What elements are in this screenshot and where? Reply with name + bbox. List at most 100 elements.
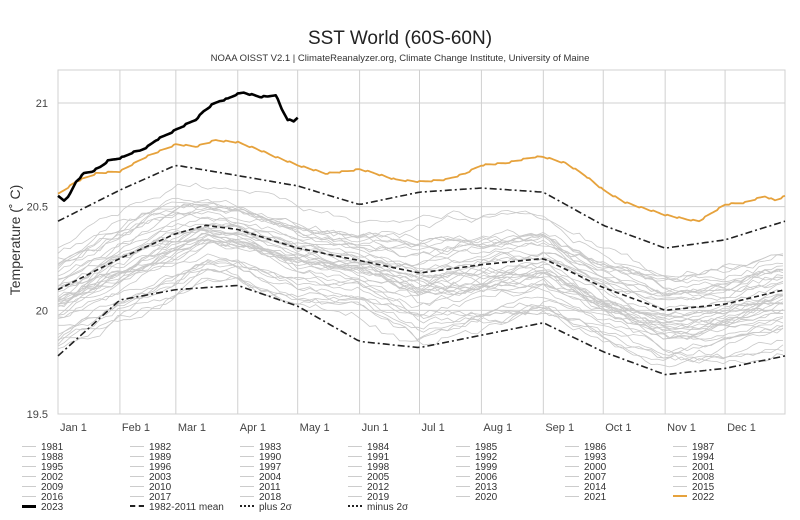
x-tick-label: Apr 1: [240, 422, 266, 434]
legend-swatch: [673, 475, 687, 477]
legend-item-2000[interactable]: 2000: [565, 463, 606, 473]
legend-item-1997[interactable]: 1997: [240, 463, 281, 473]
legend-label: 2014: [584, 482, 607, 493]
legend-label: 1992: [475, 452, 498, 463]
plus-2--line: [57, 164, 786, 249]
x-tick-label: Nov 1: [667, 422, 696, 434]
legend-item-2004[interactable]: 2004: [240, 473, 281, 483]
legend-label: 2022: [692, 492, 715, 503]
legend-item-plus-2-[interactable]: plus 2σ: [240, 503, 292, 513]
legend-item-1981[interactable]: 1981: [22, 443, 63, 453]
year-line-2007: [57, 223, 784, 330]
legend-item-2012[interactable]: 2012: [348, 483, 389, 493]
legend-item-2001[interactable]: 2001: [673, 463, 714, 473]
legend-label: 2016: [41, 492, 64, 503]
legend-item-1990[interactable]: 1990: [240, 453, 281, 463]
legend-item-2021[interactable]: 2021: [565, 493, 606, 503]
legend-item-2017[interactable]: 2017: [130, 493, 171, 503]
legend-swatch: [673, 445, 687, 447]
legend-label: 1994: [692, 452, 715, 463]
legend-label: 1997: [259, 462, 282, 473]
legend-item-2010[interactable]: 2010: [130, 483, 171, 493]
y-tick-label: 21: [36, 98, 48, 110]
legend-swatch: [240, 505, 254, 508]
legend-item-2007[interactable]: 2007: [565, 473, 606, 483]
legend-item-1988[interactable]: 1988: [22, 453, 63, 463]
legend-swatch: [565, 445, 579, 447]
legend-item-2022[interactable]: 2022: [673, 493, 714, 503]
legend-item-2018[interactable]: 2018: [240, 493, 281, 503]
legend-item-2019[interactable]: 2019: [348, 493, 389, 503]
legend-item-2006[interactable]: 2006: [456, 473, 497, 483]
legend-item-2014[interactable]: 2014: [565, 483, 606, 493]
legend-item-1998[interactable]: 1998: [348, 463, 389, 473]
legend-item-2020[interactable]: 2020: [456, 493, 497, 503]
legend-item-2015[interactable]: 2015: [673, 483, 714, 493]
legend-item-minus-2-[interactable]: minus 2σ: [348, 503, 408, 513]
legend-swatch: [456, 495, 470, 497]
year-line-2021: [57, 182, 784, 282]
year-line-2002: [57, 238, 784, 326]
legend-item-2011[interactable]: 2011: [240, 483, 281, 493]
legend-swatch: [348, 465, 362, 467]
legend-item-1982[interactable]: 1982: [130, 443, 171, 453]
legend-label: 2019: [367, 492, 390, 503]
legend-item-1999[interactable]: 1999: [456, 463, 497, 473]
legend-swatch: [130, 455, 144, 457]
legend-swatch: [240, 495, 254, 497]
x-tick-label: May 1: [300, 422, 330, 434]
legend-label: 1987: [692, 442, 715, 453]
legend-label: 1988: [41, 452, 64, 463]
legend-swatch: [348, 475, 362, 477]
legend-item-1982-2011-mean[interactable]: 1982-2011 mean: [130, 503, 224, 513]
legend-item-1993[interactable]: 1993: [565, 453, 606, 463]
legend-item-1994[interactable]: 1994: [673, 453, 714, 463]
legend-label: 2000: [584, 462, 607, 473]
legend-label: 2003: [149, 472, 172, 483]
legend-swatch: [22, 495, 36, 497]
year-line-2016: [57, 199, 784, 295]
year-line-2019: [57, 197, 784, 284]
legend-item-1991[interactable]: 1991: [348, 453, 389, 463]
reference-lines: [57, 164, 786, 376]
legend-label: 2009: [41, 482, 64, 493]
legend-swatch: [565, 495, 579, 497]
legend-item-2023[interactable]: 2023: [22, 503, 63, 513]
sst-chart: 19.5 20 20.5 21 Jan 1 Feb 1 Mar 1 Apr 1 May 1 Jun…: [7, 69, 786, 434]
legend-item-1984[interactable]: 1984: [348, 443, 389, 453]
legend-swatch: [348, 505, 362, 508]
x-tick-label: Mar 1: [178, 422, 206, 434]
legend-label: 1984: [367, 442, 390, 453]
axes: 19.5 20 20.5 21 Jan 1 Feb 1 Mar 1 Apr 1 May 1 Jun…: [27, 98, 756, 434]
year-line-2009: [57, 228, 784, 311]
legend-item-1995[interactable]: 1995: [22, 463, 63, 473]
legend-item-1996[interactable]: 1996: [130, 463, 171, 473]
legend-item-2003[interactable]: 2003: [130, 473, 171, 483]
legend-swatch: [456, 445, 470, 447]
1982-2011-mean-line: [57, 224, 786, 312]
legend-label: 1995: [41, 462, 64, 473]
legend-item-2009[interactable]: 2009: [22, 483, 63, 493]
legend-item-2016[interactable]: 2016: [22, 493, 63, 503]
year-line-2013: [57, 224, 784, 296]
legend-item-2005[interactable]: 2005: [348, 473, 389, 483]
legend-item-1992[interactable]: 1992: [456, 453, 497, 463]
legend-item-2002[interactable]: 2002: [22, 473, 63, 483]
legend-label: 1991: [367, 452, 390, 463]
x-tick-label: Feb 1: [122, 422, 150, 434]
year-line-1992: [57, 229, 784, 333]
legend-item-1989[interactable]: 1989: [130, 453, 171, 463]
legend-item-1987[interactable]: 1987: [673, 443, 714, 453]
legend-item-1983[interactable]: 1983: [240, 443, 281, 453]
legend-label: 1983: [259, 442, 282, 453]
legend-item-1985[interactable]: 1985: [456, 443, 497, 453]
legend-item-2013[interactable]: 2013: [456, 483, 497, 493]
legend-swatch: [565, 455, 579, 457]
legend-item-2008[interactable]: 2008: [673, 473, 714, 483]
legend-swatch: [240, 445, 254, 447]
legend-item-1986[interactable]: 1986: [565, 443, 606, 453]
legend-label: 1999: [475, 462, 498, 473]
legend-label: plus 2σ: [259, 502, 292, 513]
legend-label: 2004: [259, 472, 282, 483]
legend-swatch: [565, 475, 579, 477]
